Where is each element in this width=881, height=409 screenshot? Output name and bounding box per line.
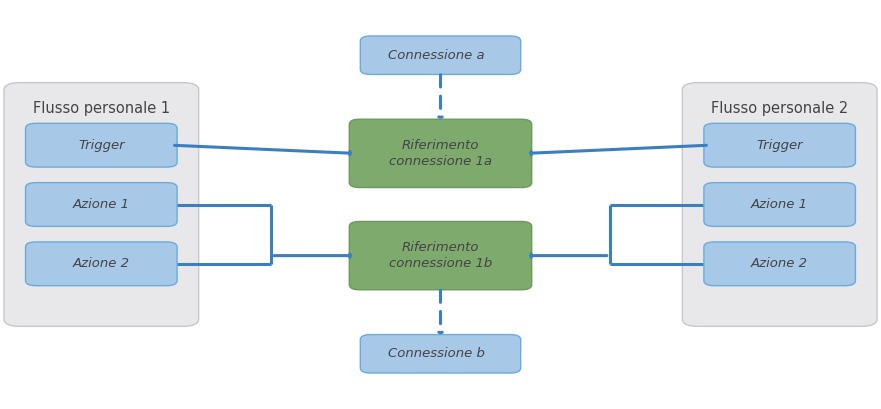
FancyBboxPatch shape [682,83,877,326]
FancyBboxPatch shape [704,124,855,167]
Text: Flusso personale 2: Flusso personale 2 [711,101,848,116]
Text: Azione 1: Azione 1 [73,198,130,211]
FancyBboxPatch shape [360,36,521,74]
Text: Azione 2: Azione 2 [73,257,130,270]
FancyBboxPatch shape [704,182,855,227]
FancyBboxPatch shape [4,83,198,326]
FancyBboxPatch shape [704,242,855,285]
Text: Riferimento
connessione 1b: Riferimento connessione 1b [389,241,492,270]
Text: Azione 2: Azione 2 [751,257,808,270]
Text: Connessione a: Connessione a [388,49,485,62]
Text: Connessione b: Connessione b [388,347,485,360]
Text: Trigger: Trigger [78,139,124,152]
FancyBboxPatch shape [26,124,177,167]
FancyBboxPatch shape [349,119,531,187]
Text: Trigger: Trigger [757,139,803,152]
FancyBboxPatch shape [360,335,521,373]
FancyBboxPatch shape [26,242,177,285]
FancyBboxPatch shape [349,222,531,290]
Text: Azione 1: Azione 1 [751,198,808,211]
FancyBboxPatch shape [26,182,177,227]
Text: Riferimento
connessione 1a: Riferimento connessione 1a [389,139,492,168]
Text: Flusso personale 1: Flusso personale 1 [33,101,170,116]
